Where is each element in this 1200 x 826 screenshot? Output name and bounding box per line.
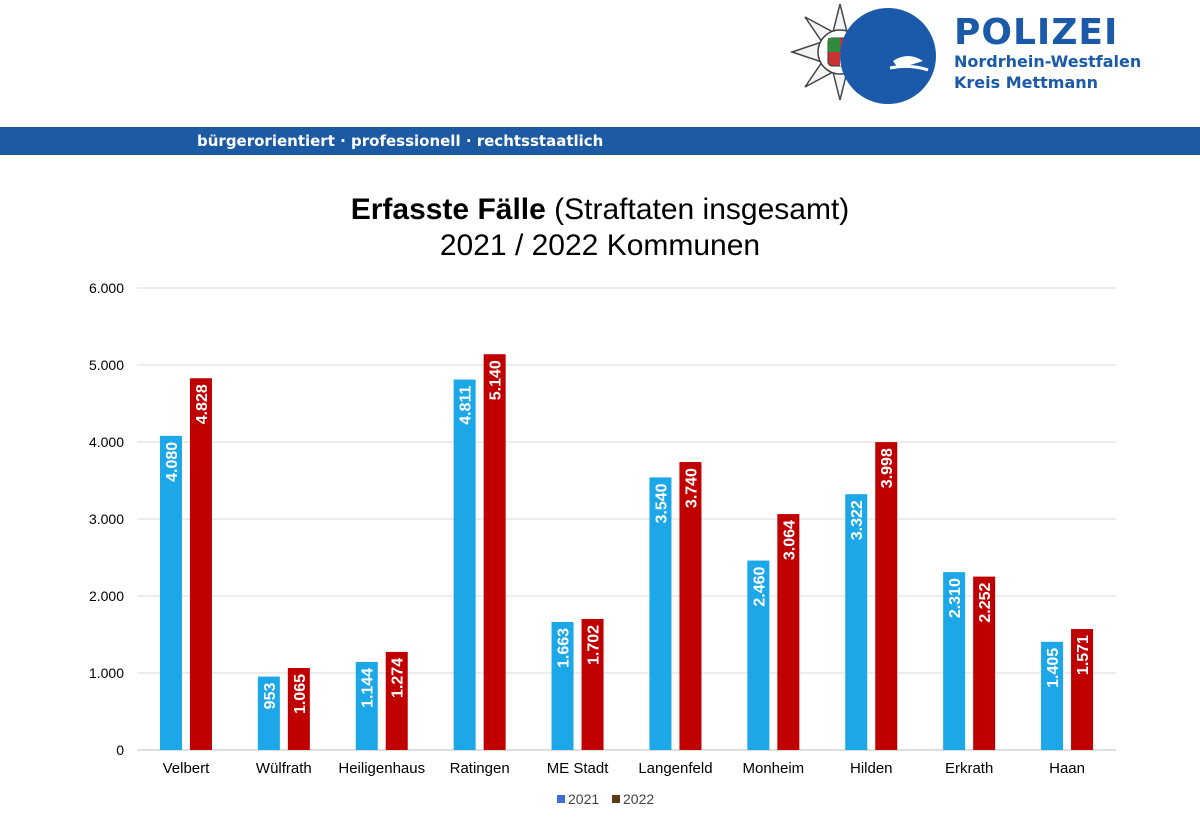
- chart-title-bold: Erfasste Fälle: [350, 193, 546, 226]
- bar-2022: [777, 514, 800, 750]
- tagline-band: bürgerorientiert · professionell · recht…: [0, 127, 1200, 155]
- y-tick-label: 6.000: [89, 280, 124, 296]
- bar-2022: [189, 378, 212, 750]
- chart-subtitle: 2021 / 2022 Kommunen: [439, 229, 761, 262]
- legend-swatch: [557, 795, 565, 803]
- data-label: 3.540: [653, 483, 670, 523]
- data-label: 1.144: [360, 668, 377, 708]
- bar-2022: [679, 462, 702, 750]
- data-label: 3.322: [849, 500, 866, 540]
- data-label: 4.080: [164, 442, 181, 482]
- y-tick-label: 2.000: [89, 588, 124, 604]
- chart-title-rest: (Straftaten insgesamt): [545, 193, 850, 226]
- bar-2021: [551, 621, 574, 750]
- bar-2022: [581, 618, 604, 750]
- chart-title: Erfasste Fälle (Straftaten insgesamt): [0, 192, 1200, 228]
- bar-2021: [355, 661, 378, 750]
- data-label: 1.663: [556, 628, 573, 668]
- bar-2021: [943, 572, 966, 750]
- header: POLIZEI Nordrhein-Westfalen Kreis Mettma…: [0, 0, 1200, 127]
- legend-label: 2022: [623, 791, 654, 807]
- x-tick-label: Langenfeld: [638, 760, 712, 777]
- bar-2022: [973, 576, 996, 750]
- bar-2021: [845, 494, 868, 750]
- brand-title: POLIZEI: [954, 12, 1119, 53]
- x-tick-label: Erkrath: [945, 760, 993, 777]
- bar-2021: [453, 379, 476, 750]
- data-label: 4.811: [458, 385, 475, 424]
- data-label: 2.460: [751, 566, 768, 606]
- data-label: 1.702: [586, 625, 603, 665]
- x-tick-label: Heiligenhaus: [338, 760, 425, 777]
- y-tick-label: 0: [116, 742, 124, 758]
- bar-2022: [1071, 629, 1094, 750]
- y-tick-label: 4.000: [89, 434, 124, 450]
- y-tick-label: 5.000: [89, 357, 124, 373]
- x-tick-label: Velbert: [163, 760, 211, 777]
- x-tick-label: Monheim: [742, 760, 804, 777]
- bar-2021: [649, 477, 672, 750]
- data-label: 1.571: [1075, 635, 1092, 675]
- bar-2022: [483, 354, 506, 750]
- polizei-emblem-icon: [840, 8, 936, 104]
- bar-2022: [875, 442, 898, 750]
- data-label: 1.274: [390, 658, 407, 698]
- data-label: 5.140: [488, 360, 505, 400]
- data-label: 2.252: [977, 583, 994, 623]
- bar-2021: [257, 676, 280, 750]
- y-tick-label: 1.000: [89, 665, 124, 681]
- legend-swatch: [612, 795, 620, 803]
- x-tick-label: Hilden: [850, 760, 893, 777]
- bar-2022: [385, 651, 408, 750]
- data-label: 4.828: [194, 384, 211, 424]
- brand-state: Nordrhein-Westfalen: [954, 52, 1142, 71]
- data-label: 1.065: [292, 674, 309, 714]
- data-label: 3.740: [683, 468, 700, 508]
- brand-district: Kreis Mettmann: [954, 73, 1099, 92]
- x-tick-label: Haan: [1049, 760, 1085, 777]
- data-label: 1.405: [1045, 648, 1062, 688]
- legend-label: 2021: [568, 791, 599, 807]
- x-tick-label: Wülfrath: [256, 760, 312, 777]
- data-label: 953: [262, 683, 279, 710]
- x-tick-label: Ratingen: [450, 760, 510, 777]
- data-label: 2.310: [947, 578, 964, 618]
- bar-2022: [287, 667, 310, 750]
- tagline: bürgerorientiert · professionell · recht…: [197, 132, 604, 150]
- x-tick-label: ME Stadt: [547, 760, 610, 777]
- y-tick-label: 3.000: [89, 511, 124, 527]
- data-label: 3.998: [879, 448, 896, 488]
- bar-2021: [1041, 641, 1064, 750]
- bar-2021: [747, 560, 770, 750]
- bar-2021: [159, 435, 182, 750]
- data-label: 3.064: [781, 520, 798, 560]
